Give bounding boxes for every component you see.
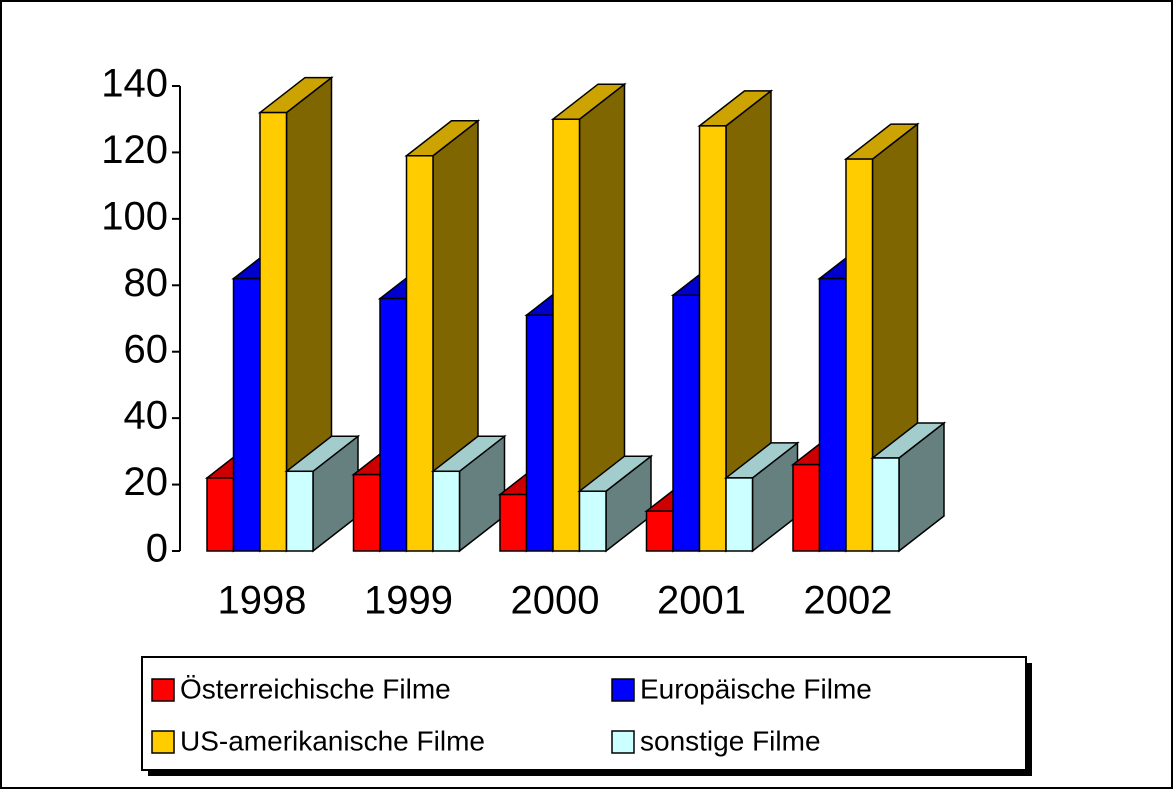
bar bbox=[404, 119, 481, 553]
bar bbox=[723, 441, 800, 553]
bar-front bbox=[525, 314, 554, 552]
y-tick-label: 120 bbox=[101, 128, 168, 172]
legend-label: Österreichische Filme bbox=[180, 673, 451, 704]
x-tick-label: 1998 bbox=[218, 579, 307, 623]
bar bbox=[257, 76, 334, 553]
bar bbox=[697, 89, 774, 553]
bar bbox=[577, 454, 654, 553]
y-tick-label: 20 bbox=[124, 460, 169, 504]
x-tick-label: 1999 bbox=[364, 579, 453, 623]
bar-front bbox=[206, 477, 235, 552]
bar-front bbox=[232, 277, 261, 552]
legend-label: US-amerikanische Filme bbox=[180, 725, 485, 756]
bar-front bbox=[405, 155, 434, 552]
bar-front bbox=[285, 470, 314, 552]
legend-label: Europäische Filme bbox=[640, 673, 872, 704]
bar-front bbox=[725, 477, 754, 552]
y-tick-label: 0 bbox=[146, 527, 168, 571]
y-tick-label: 100 bbox=[101, 194, 168, 238]
legend-swatch bbox=[611, 730, 635, 754]
x-tick-label: 2001 bbox=[657, 579, 746, 623]
legend-box bbox=[141, 656, 1027, 771]
x-tick-label: 2002 bbox=[804, 579, 893, 623]
bar bbox=[550, 82, 627, 553]
y-tick-label: 140 bbox=[101, 62, 168, 106]
bar bbox=[284, 434, 361, 553]
legend-label: sonstige Filme bbox=[640, 725, 821, 756]
bar-front bbox=[259, 111, 288, 552]
bar-front bbox=[552, 118, 581, 552]
legend-swatch bbox=[151, 730, 175, 754]
bar-front bbox=[792, 463, 821, 552]
y-tick-label: 40 bbox=[124, 394, 169, 438]
bar-front bbox=[432, 470, 461, 552]
legend-swatch bbox=[151, 678, 175, 702]
bar bbox=[430, 434, 507, 553]
bar-front bbox=[352, 473, 381, 552]
bar bbox=[870, 421, 947, 553]
y-tick-label: 60 bbox=[124, 327, 169, 371]
bar-front bbox=[818, 277, 847, 552]
bar-front bbox=[672, 294, 701, 552]
bar-front bbox=[645, 510, 674, 552]
bar-front bbox=[499, 493, 528, 552]
bar-front bbox=[845, 158, 874, 552]
y-tick-label: 80 bbox=[124, 261, 169, 305]
bar-front bbox=[578, 490, 607, 552]
x-tick-label: 2000 bbox=[511, 579, 600, 623]
legend-swatch bbox=[611, 678, 635, 702]
bar-front bbox=[698, 125, 727, 552]
bar-front bbox=[379, 297, 408, 552]
bar-front bbox=[871, 457, 900, 552]
